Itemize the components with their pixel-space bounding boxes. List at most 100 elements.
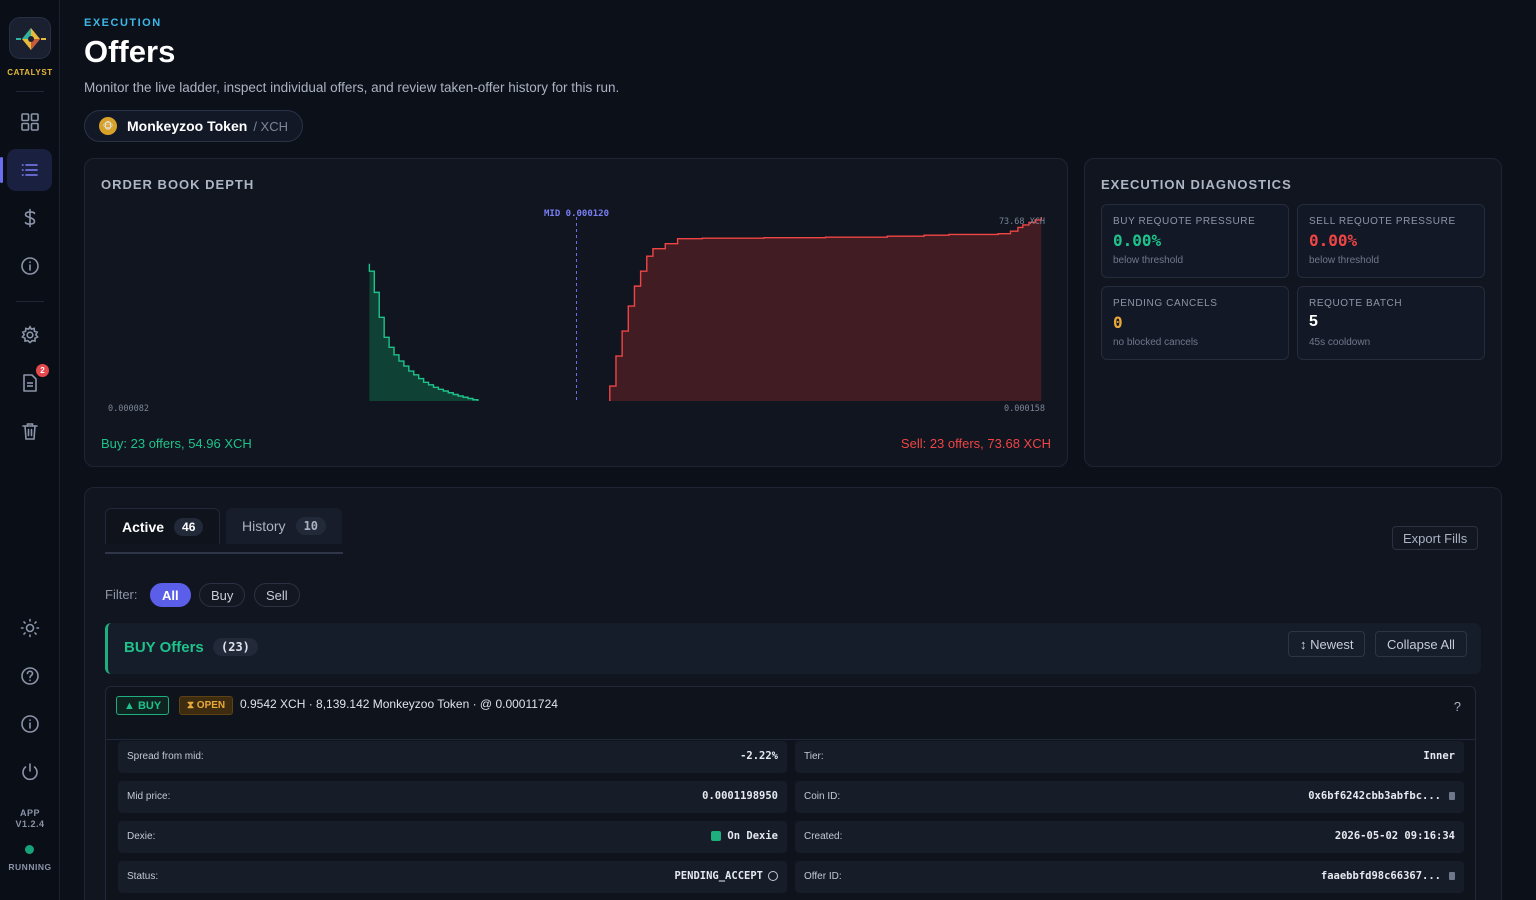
detail-key: Mid price: (127, 791, 171, 802)
detail-value: 2026-05-02 09:16:34 (1334, 830, 1455, 842)
copy-icon[interactable] (1449, 792, 1455, 800)
power-icon (21, 763, 38, 781)
export-fills-button[interactable]: Export Fills (1392, 526, 1479, 550)
trash-icon (21, 423, 38, 440)
order-book-depth-panel: ORDER BOOK DEPTH MID 0.000120 73.68 XCH … (84, 158, 1068, 467)
mid-price-label: MID 0.000120 (544, 209, 609, 219)
help-icon (20, 667, 39, 685)
monkey-token-icon: 🐵 (99, 117, 117, 135)
sell-depth-line (609, 217, 1043, 401)
depth-chart[interactable]: MID 0.000120 73.68 XCH 0.000082 0.000158 (85, 159, 1069, 468)
app-version-number: V1.2.4 (15, 819, 45, 829)
pair-selector[interactable]: 🐵 Monkeyzoo Token / XCH (84, 110, 303, 142)
filter-label: Filter: (105, 587, 138, 602)
nav-settings[interactable] (7, 314, 52, 356)
info-icon (20, 257, 39, 275)
detail-value-wrap: faaebbfd98c66367... (1321, 870, 1455, 882)
app-version-label: APP (19, 808, 40, 818)
tab-label: Active (122, 518, 165, 535)
diag-subtext: 45s cooldown (1309, 337, 1371, 348)
nav-dashboard[interactable] (7, 101, 52, 143)
sun-icon (20, 618, 39, 638)
offer-divider (106, 739, 1475, 740)
copy-icon[interactable] (1449, 872, 1455, 880)
sidebar-divider (16, 91, 44, 92)
nav-trash[interactable] (7, 410, 52, 452)
detail-value-wrap: On Dexie (711, 830, 778, 842)
detail-key: Tier: (804, 751, 824, 762)
diag-value: 0 (1113, 313, 1123, 332)
execution-diagnostics-panel: EXECUTION DIAGNOSTICS BUY REQUOTE PRESSU… (1084, 158, 1502, 467)
theme-toggle[interactable] (7, 607, 52, 649)
nav-about[interactable] (7, 245, 52, 287)
info-icon (20, 715, 39, 733)
detail-value: On Dexie (727, 830, 778, 842)
tab-count: 10 (295, 517, 327, 535)
filter-buy[interactable]: Buy (199, 583, 246, 607)
diag-subtext: below threshold (1113, 255, 1184, 266)
nav-help[interactable] (7, 655, 52, 697)
diag-subtext: below threshold (1309, 255, 1380, 266)
detail-value-wrap: PENDING_ACCEPT (674, 870, 778, 882)
diag-value: 5 (1309, 313, 1318, 330)
detail-key: Created: (804, 831, 843, 842)
detail-value: PENDING_ACCEPT (674, 870, 763, 882)
detail-key: Dexie: (127, 831, 156, 842)
nav-pricing[interactable] (7, 197, 52, 239)
tab-label: History (242, 518, 286, 534)
sort-newest-button[interactable]: ↕ Newest (1288, 631, 1366, 657)
group-title: BUY Offers (124, 639, 204, 656)
pair-name: Monkeyzoo Token (127, 118, 248, 134)
page-subtitle: Monitor the live ladder, inspect individ… (84, 80, 620, 95)
nav-info[interactable] (7, 703, 52, 745)
offer-help-button[interactable]: ? (1453, 699, 1461, 714)
logo-icon (16, 28, 46, 50)
pair-quote: / XCH (253, 118, 288, 134)
nav-offers[interactable] (0, 149, 52, 191)
detail-row-offer-id[interactable]: Offer ID: faaebbfd98c66367... (795, 861, 1464, 893)
catalyst-logo[interactable] (9, 17, 51, 59)
collapse-all-button[interactable]: Collapse All (1375, 631, 1467, 657)
max-depth-label: 73.68 XCH (999, 217, 1045, 227)
brand-name: CATALYST (7, 68, 53, 77)
detail-value: 0x6bf6242cbb3abfbc... (1308, 790, 1441, 802)
sell-requote-pressure-card: SELL REQUOTE PRESSURE 0.00% below thresh… (1297, 204, 1485, 278)
tab-active[interactable]: Active 46 (105, 508, 221, 544)
diag-value: 0.00% (1113, 231, 1162, 250)
detail-row-mid-price: Mid price: 0.0001198950 (118, 781, 787, 813)
detail-row-status: Status: PENDING_ACCEPT (118, 861, 787, 893)
diag-label: REQUOTE BATCH (1309, 298, 1403, 309)
info-icon[interactable] (768, 871, 778, 881)
requote-batch-card: REQUOTE BATCH 5 45s cooldown (1297, 286, 1485, 360)
app-version: APP V1.2.4 (0, 808, 60, 830)
gear-icon (20, 325, 39, 344)
document-icon (22, 374, 37, 392)
running-indicator (25, 845, 34, 854)
list-icon (21, 164, 38, 176)
tab-history[interactable]: History 10 (226, 508, 343, 544)
detail-value-wrap: 0x6bf6242cbb3abfbc... (1308, 790, 1455, 802)
detail-row-dexie: Dexie: On Dexie (118, 821, 787, 853)
tab-underline (105, 552, 343, 554)
filter-all[interactable]: All (150, 583, 191, 607)
power-button[interactable] (7, 751, 52, 793)
diag-label: BUY REQUOTE PRESSURE (1113, 216, 1256, 227)
buy-depth-line (368, 263, 479, 401)
buy-requote-pressure-card: BUY REQUOTE PRESSURE 0.00% below thresho… (1101, 204, 1289, 278)
group-count: (23) (213, 638, 258, 656)
sell-depth-area (609, 217, 1042, 401)
diag-value: 0.00% (1309, 231, 1358, 250)
diagnostics-title: EXECUTION DIAGNOSTICS (1101, 177, 1292, 192)
buy-summary: Buy: 23 offers, 54.96 XCH (101, 436, 252, 451)
x-min-label: 0.000082 (108, 404, 149, 414)
offer-card[interactable]: ▲ BUY ⧗ OPEN 0.9542 XCH · 8,139.142 Monk… (105, 686, 1476, 900)
detail-key: Spread from mid: (127, 751, 204, 762)
nav-logs[interactable] (7, 362, 52, 404)
sidebar-divider (16, 301, 44, 302)
detail-row-coin-id[interactable]: Coin ID: 0x6bf6242cbb3abfbc... (795, 781, 1464, 813)
pending-cancels-card: PENDING CANCELS 0 no blocked cancels (1101, 286, 1289, 360)
buy-offers-group-header[interactable]: BUY Offers (23) ↕ Newest Collapse All (105, 623, 1481, 674)
dollar-icon (24, 208, 35, 228)
filter-sell[interactable]: Sell (254, 583, 300, 607)
running-status: RUNNING (8, 862, 52, 872)
